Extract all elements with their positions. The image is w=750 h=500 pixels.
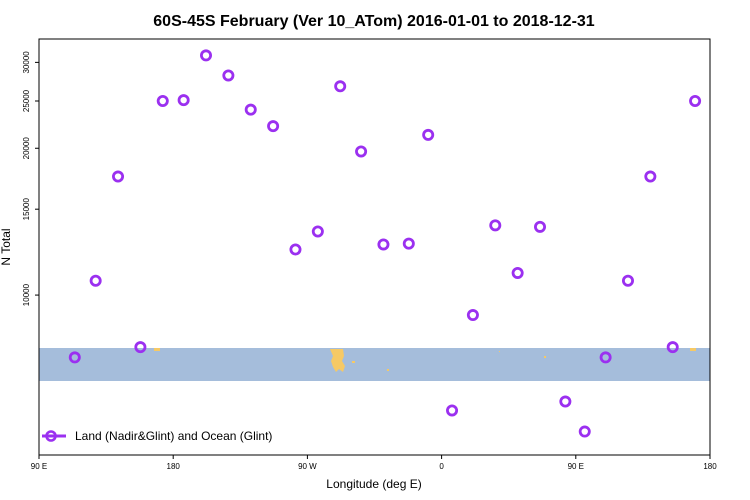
y-tick-label: 20000 [22, 137, 31, 160]
data-point [621, 274, 634, 287]
land-fragments [154, 348, 696, 372]
data-point [511, 266, 524, 279]
island-fragment [499, 351, 500, 352]
data-point [377, 238, 390, 251]
data-point [489, 219, 502, 232]
data-point [222, 69, 235, 82]
data-point [578, 425, 591, 438]
x-axis-label: Longitude (deg E) [326, 477, 421, 491]
data-point [599, 351, 612, 364]
tasmania-fragment [544, 356, 546, 358]
y-tick-label: 25000 [22, 89, 31, 112]
chart-title: 60S-45S February (Ver 10_ATom) 2016-01-0… [153, 13, 595, 30]
data-point [402, 237, 415, 250]
data-points [68, 49, 702, 438]
x-tick-label: 0 [439, 462, 444, 471]
data-point [289, 243, 302, 256]
x-tick-label: 180 [167, 462, 181, 471]
ocean-band [39, 348, 710, 381]
data-point [156, 94, 169, 107]
data-point [311, 225, 324, 238]
y-tick-label: 30000 [22, 51, 31, 74]
plot-frame [38, 38, 711, 456]
data-point [446, 404, 459, 417]
data-point [134, 341, 147, 354]
data-point [112, 170, 125, 183]
data-point [267, 120, 280, 133]
legend-label: Land (Nadir&Glint) and Ocean (Glint) [75, 429, 272, 443]
y-tick-label: 15000 [22, 198, 31, 221]
data-point [689, 94, 702, 107]
x-tick-label: 90 E [31, 462, 47, 471]
data-point [355, 145, 368, 158]
x-axis: 90 E 180 90 W 0 90 E 180 [31, 455, 717, 471]
data-point [177, 94, 190, 107]
x-tick-label: 90 W [298, 462, 317, 471]
south-america-tip [330, 349, 345, 372]
legend: Land (Nadir&Glint) and Ocean (Glint) [42, 429, 272, 443]
data-point [244, 103, 257, 116]
south-georgia [387, 369, 389, 371]
legend-marker [45, 430, 57, 442]
data-point [200, 49, 213, 62]
x-tick-label: 180 [703, 462, 717, 471]
data-point [644, 170, 657, 183]
data-point [68, 351, 81, 364]
map-band [39, 348, 710, 381]
data-point [666, 341, 679, 354]
data-point [422, 128, 435, 141]
data-point [334, 80, 347, 93]
y-axis-label: N Total [0, 228, 13, 265]
data-point [89, 274, 102, 287]
new-zealand-south-right [690, 348, 696, 351]
y-axis: 10000 15000 20000 25000 30000 [22, 51, 39, 306]
data-point [466, 309, 479, 322]
new-zealand-south-left [154, 348, 160, 351]
data-point [534, 220, 547, 233]
x-tick-label: 90 E [568, 462, 584, 471]
data-point [559, 395, 572, 408]
falklands [352, 361, 355, 363]
y-tick-label: 10000 [22, 283, 31, 306]
